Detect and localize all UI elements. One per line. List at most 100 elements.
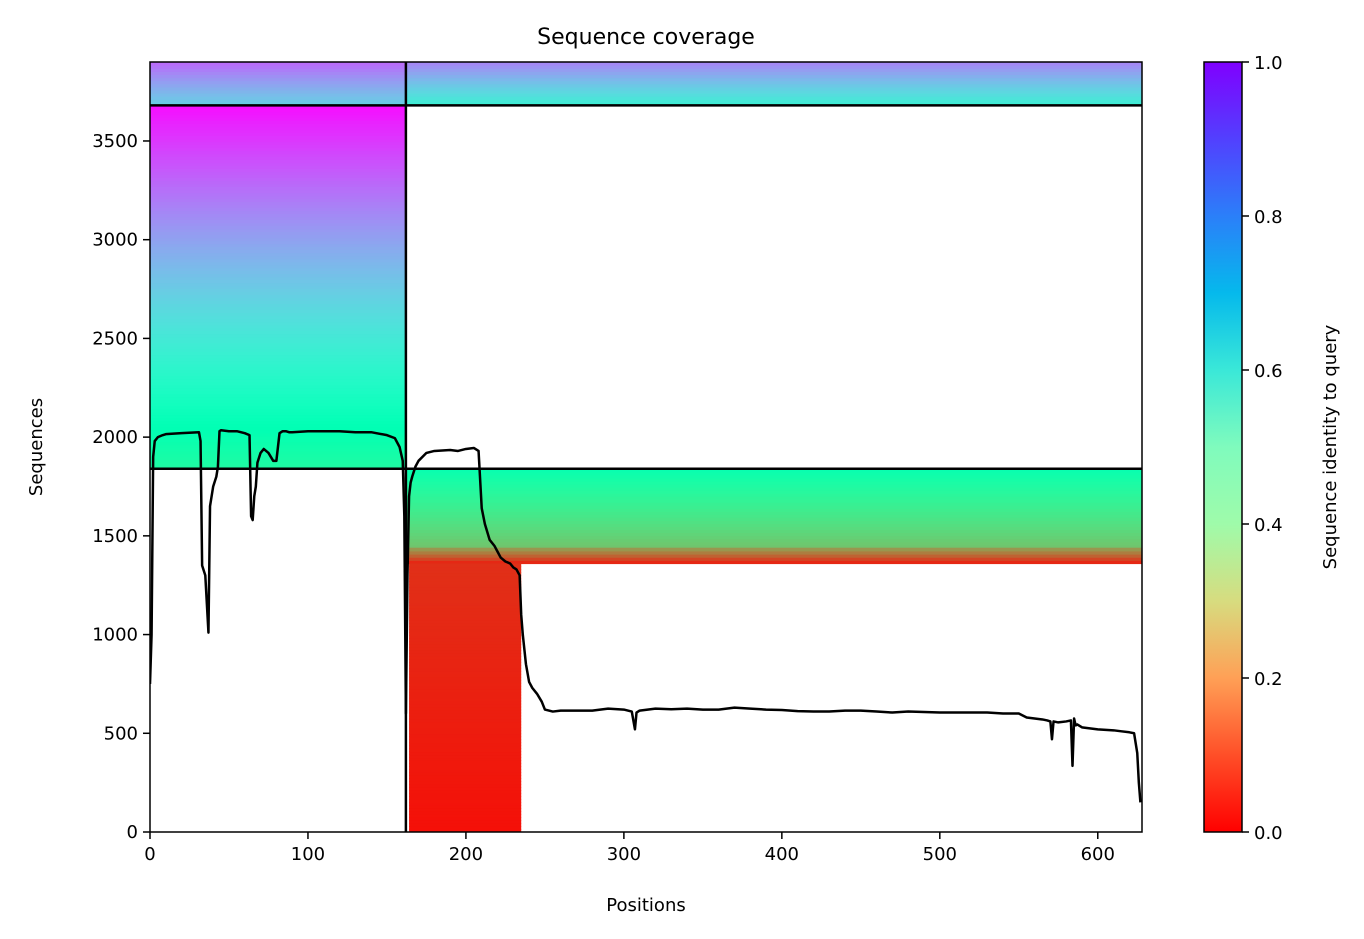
coverage-band — [150, 105, 406, 110]
coverage-band — [150, 198, 406, 203]
coverage-band — [405, 560, 1142, 565]
coverage-band — [150, 261, 406, 266]
y-tick-label: 1000 — [92, 625, 138, 646]
y-tick-label: 2000 — [92, 427, 138, 448]
coverage-band — [409, 751, 522, 756]
coverage-block — [405, 468, 1142, 549]
y-tick-label: 2500 — [92, 328, 138, 349]
coverage-band — [409, 685, 522, 690]
coverage-band — [150, 201, 406, 206]
coverage-band — [150, 153, 406, 158]
coverage-band — [405, 529, 1142, 534]
coverage-band — [150, 264, 406, 269]
coverage-band — [409, 661, 522, 666]
coverage-band — [150, 288, 406, 293]
coverage-band — [150, 267, 406, 272]
coverage-band — [409, 796, 522, 800]
coverage-band — [150, 231, 406, 236]
coverage-band — [150, 144, 406, 149]
coverage-band — [150, 342, 406, 347]
coverage-band — [409, 679, 522, 684]
coverage-band — [409, 563, 522, 568]
coverage-band — [150, 294, 406, 299]
coverage-band — [409, 629, 522, 633]
coverage-band — [150, 210, 406, 215]
coverage-band — [150, 348, 406, 353]
coverage-band — [150, 234, 406, 239]
coverage-band — [150, 339, 406, 344]
plot-area — [150, 62, 1142, 832]
coverage-band — [405, 468, 1142, 473]
coverage-band — [409, 700, 522, 705]
coverage-band — [409, 682, 522, 687]
coverage-band — [409, 667, 522, 672]
coverage-band — [150, 102, 406, 107]
coverage-band — [405, 514, 1142, 518]
colorbar-tick-label: 0.6 — [1254, 361, 1283, 382]
coverage-band — [409, 584, 522, 588]
coverage-band — [409, 727, 522, 732]
coverage-band — [405, 502, 1142, 506]
coverage-band — [409, 626, 522, 630]
coverage-band — [405, 499, 1142, 503]
coverage-block — [150, 62, 406, 107]
x-tick-label: 100 — [291, 844, 325, 865]
coverage-band — [150, 111, 406, 116]
coverage-band — [409, 820, 522, 824]
coverage-band — [150, 300, 406, 305]
coverage-band — [409, 775, 522, 779]
x-tick-label: 0 — [144, 844, 155, 865]
coverage-band — [409, 748, 522, 753]
coverage-band — [150, 150, 406, 155]
coverage-band — [409, 676, 522, 681]
coverage-band — [150, 243, 406, 248]
coverage-band — [405, 65, 1142, 69]
coverage-band — [150, 423, 406, 428]
x-tick-label: 200 — [449, 844, 483, 865]
coverage-block — [405, 62, 1142, 107]
coverage-band — [409, 590, 522, 594]
coverage-band — [409, 652, 522, 657]
coverage-band — [409, 742, 522, 747]
coverage-band — [150, 282, 406, 287]
coverage-band — [150, 83, 406, 88]
coverage-band — [409, 635, 522, 639]
coverage-band — [405, 480, 1142, 485]
coverage-band — [409, 611, 522, 615]
colorbar-tick-label: 1.0 — [1254, 53, 1283, 74]
coverage-band — [405, 538, 1142, 543]
coverage-band — [409, 757, 522, 761]
coverage-band — [405, 71, 1142, 76]
coverage-band — [150, 222, 406, 227]
coverage-band — [150, 89, 406, 94]
coverage-band — [409, 730, 522, 735]
coverage-band — [409, 814, 522, 818]
coverage-band — [150, 321, 406, 326]
coverage-band — [405, 99, 1142, 103]
coverage-band — [150, 378, 406, 383]
coverage-band — [405, 474, 1142, 479]
coverage-band — [409, 694, 522, 699]
coverage-band — [150, 255, 406, 260]
coverage-band — [150, 114, 406, 119]
coverage-band — [409, 736, 522, 741]
coverage-band — [150, 420, 406, 425]
coverage-band — [405, 489, 1142, 494]
coverage-band — [409, 817, 522, 821]
colorbar — [1203, 61, 1243, 833]
coverage-band — [150, 258, 406, 263]
coverage-band — [405, 554, 1142, 558]
coverage-band — [405, 471, 1142, 476]
coverage-band — [150, 213, 406, 218]
coverage-band — [409, 808, 522, 812]
x-axis: 0 100 200 300 400 500 600 — [144, 832, 1115, 865]
coverage-band — [409, 802, 522, 806]
coverage-band — [150, 429, 406, 434]
coverage-band — [150, 312, 406, 317]
coverage-band — [150, 195, 406, 200]
coverage-band — [150, 141, 406, 146]
coverage-band — [409, 623, 522, 627]
coverage-band — [150, 393, 406, 398]
coverage-band — [405, 83, 1142, 88]
coverage-band — [150, 285, 406, 290]
